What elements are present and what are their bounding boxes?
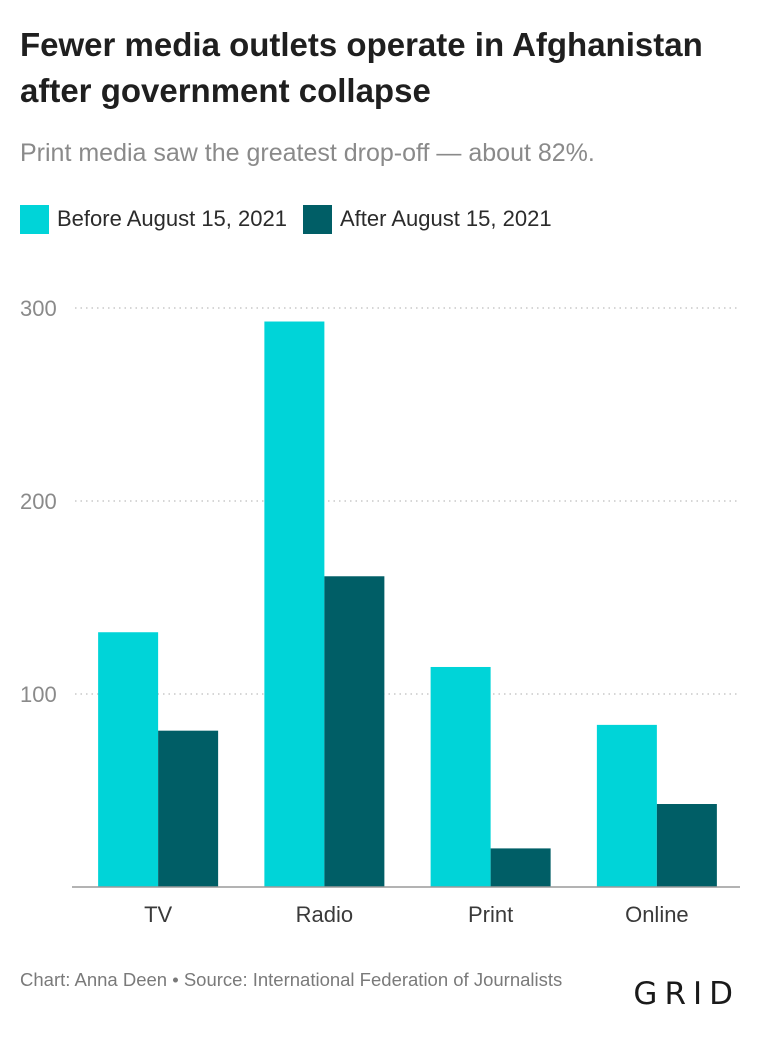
chart-title: Fewer media outlets operate in Afghanist… — [20, 26, 703, 109]
y-tick-label: 300 — [20, 296, 57, 321]
bar-radio-after — [324, 576, 385, 887]
x-tick-label: Online — [625, 902, 689, 927]
bar-chart: 100 200 300 TV Radio Print Online — [20, 296, 740, 927]
y-tick-label: 100 — [20, 682, 57, 707]
legend-swatch-after — [302, 204, 332, 234]
legend-label-after: After August 15, 2021 — [339, 206, 552, 231]
x-tick-label: TV — [144, 902, 172, 927]
bar-print-before — [430, 666, 491, 887]
legend-swatch-before — [20, 204, 49, 234]
bar-print-after — [490, 848, 551, 887]
x-tick-label: Print — [468, 902, 513, 927]
chart-subtitle: Print media saw the greatest drop-off — … — [20, 139, 595, 167]
bar-radio-before — [264, 321, 325, 887]
y-tick-label: 200 — [20, 489, 57, 514]
legend-label-before: Before August 15, 2021 — [57, 206, 287, 231]
footer-credits: Chart: Anna Deen • Source: International… — [20, 969, 563, 990]
bar-tv-after — [158, 730, 219, 887]
legend: Before August 15, 2021 After August 15, … — [20, 203, 568, 235]
legend-item-before: Before August 15, 2021 — [20, 204, 287, 234]
bar-tv-before — [98, 632, 159, 887]
bar-online-after — [656, 804, 717, 887]
grid-logo: GRID — [633, 976, 740, 1012]
bar-online-before — [596, 724, 657, 887]
legend-item-after: After August 15, 2021 — [302, 204, 552, 234]
x-tick-label: Radio — [296, 902, 353, 927]
